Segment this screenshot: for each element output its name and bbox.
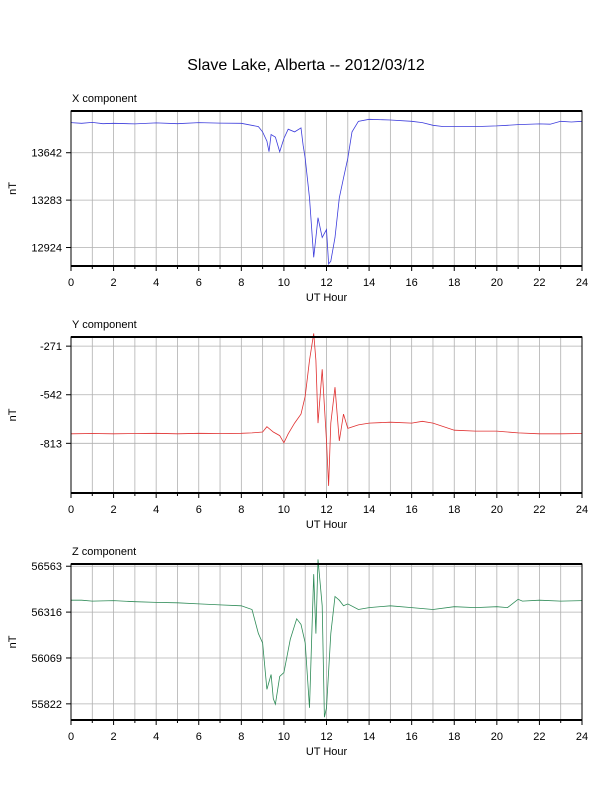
x-tick-label: 8 bbox=[238, 731, 244, 743]
y-tick-label: 56069 bbox=[31, 653, 62, 665]
x-tick-label: 12 bbox=[320, 277, 332, 289]
panel-3: 0 2 4 6 8 10 12 14 16 18 20 22 245582256069563165656… bbox=[7, 546, 588, 758]
x-tick-label: 8 bbox=[238, 504, 244, 516]
x-tick-label: 4 bbox=[153, 731, 159, 743]
x-tick-label: 12 bbox=[320, 504, 332, 516]
y-tick-label: 13642 bbox=[31, 148, 62, 160]
x-tick-label: 22 bbox=[533, 277, 545, 289]
y-axis-title: nT bbox=[7, 182, 19, 195]
x-tick-label: 2 bbox=[111, 504, 117, 516]
y-tick-label: -813 bbox=[40, 438, 62, 450]
x-tick-label: 6 bbox=[196, 504, 202, 516]
x-tick-label: 16 bbox=[406, 277, 418, 289]
x-tick-label: 22 bbox=[533, 731, 545, 743]
x-tick-label: 6 bbox=[196, 731, 202, 743]
y-tick-label: 56316 bbox=[31, 607, 62, 619]
x-tick-label: 18 bbox=[448, 277, 460, 289]
y-tick-label: 12924 bbox=[31, 243, 62, 255]
x-tick-label: 10 bbox=[278, 277, 290, 289]
page-title: Slave Lake, Alberta -- 2012/03/12 bbox=[187, 57, 425, 74]
x-tick-label: 24 bbox=[576, 504, 588, 516]
x-tick-label: 20 bbox=[491, 504, 503, 516]
y-axis-title: nT bbox=[7, 635, 19, 648]
panel-title: Y component bbox=[72, 319, 137, 331]
x-tick-label: 20 bbox=[491, 277, 503, 289]
y-tick-label: -542 bbox=[40, 390, 62, 402]
y-tick-label: 13283 bbox=[31, 195, 62, 207]
y-tick-label: 55822 bbox=[31, 699, 62, 711]
series-line bbox=[70, 118, 583, 265]
x-tick-label: 2 bbox=[111, 277, 117, 289]
x-tick-label: 20 bbox=[491, 731, 503, 743]
x-tick-label: 8 bbox=[238, 277, 244, 289]
y-tick-label: -271 bbox=[40, 341, 62, 353]
x-tick-label: 2 bbox=[111, 731, 117, 743]
x-tick-label: 6 bbox=[196, 277, 202, 289]
x-axis-title: UT Hour bbox=[306, 746, 348, 758]
x-tick-label: 22 bbox=[533, 504, 545, 516]
x-tick-label: 4 bbox=[153, 277, 159, 289]
x-tick-label: 18 bbox=[448, 731, 460, 743]
x-tick-label: 14 bbox=[363, 277, 375, 289]
x-tick-label: 14 bbox=[363, 504, 375, 516]
series-line bbox=[70, 333, 583, 486]
x-tick-label: 16 bbox=[406, 504, 418, 516]
x-tick-label: 0 bbox=[68, 504, 74, 516]
x-tick-label: 18 bbox=[448, 504, 460, 516]
x-tick-label: 10 bbox=[278, 731, 290, 743]
x-tick-label: 24 bbox=[576, 731, 588, 743]
x-tick-label: 10 bbox=[278, 504, 290, 516]
x-tick-label: 0 bbox=[68, 277, 74, 289]
x-axis-title: UT Hour bbox=[306, 292, 348, 304]
series-line bbox=[71, 559, 583, 718]
x-tick-label: 4 bbox=[153, 504, 159, 516]
x-tick-label: 12 bbox=[320, 731, 332, 743]
x-tick-label: 14 bbox=[363, 731, 375, 743]
y-axis-title: nT bbox=[7, 408, 19, 421]
panel-title: X component bbox=[72, 93, 137, 105]
x-axis-title: UT Hour bbox=[306, 519, 348, 531]
y-tick-label: 56563 bbox=[31, 561, 62, 573]
panel-title: Z component bbox=[72, 546, 136, 558]
x-tick-label: 24 bbox=[576, 277, 588, 289]
x-tick-label: 16 bbox=[406, 731, 418, 743]
x-tick-label: 0 bbox=[68, 731, 74, 743]
